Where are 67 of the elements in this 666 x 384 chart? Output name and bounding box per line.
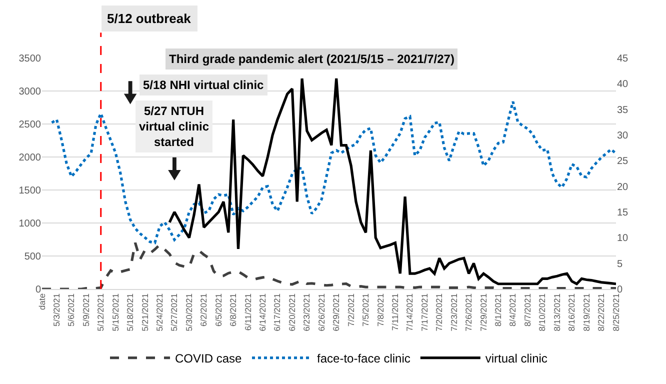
x-tick-label: 8/10/2021	[537, 293, 548, 332]
annotation: 5/27 NTUH virtual clinic started	[139, 104, 210, 150]
y-tick-label: 3500	[18, 54, 42, 64]
x-tick-label: 7/8/2021	[375, 293, 386, 326]
x-tick-label: 5/6/2021	[66, 293, 76, 326]
x-tick-label: 6/26/2021	[316, 293, 326, 332]
y2-tick-label: 15	[617, 208, 629, 218]
x-tick-label: 5/12/2021	[96, 293, 106, 332]
x-tick-label: 7/29/2021	[478, 293, 488, 332]
x-tick-label: 6/14/2021	[258, 293, 268, 332]
x-tick-label: 5/9/2021	[80, 293, 91, 326]
x-tick-label: 5/18/2021	[125, 293, 136, 332]
x-tick-label: 6/20/2021	[286, 293, 297, 332]
x-tick-label: 8/4/2021	[508, 293, 518, 326]
x-tick-label: 8/19/2021	[581, 293, 592, 332]
x-tick-label: 7/26/2021	[464, 293, 474, 332]
y2-tick-label: 45	[617, 54, 629, 64]
x-tick-label: 7/5/2021	[360, 293, 371, 326]
x-tick-label: 7/20/2021	[434, 293, 444, 332]
legend-label: virtual clinic	[485, 351, 548, 366]
y-tick-label: 1000	[18, 218, 42, 230]
x-tick-label: 5/21/2021	[140, 293, 150, 332]
y-tick-label: 500	[24, 252, 42, 262]
x-tick-label: 6/5/2021	[213, 293, 224, 326]
y-tick-label: 1500	[18, 186, 42, 196]
x-tick-label: 5/27/2021	[169, 293, 180, 332]
x-tick-label: 5/30/2021	[184, 293, 194, 332]
x-tick-label: 6/2/2021	[198, 293, 209, 326]
y2-tick-label: 20	[617, 182, 629, 193]
x-tick-label: date	[36, 293, 47, 310]
line-series	[50, 100, 616, 244]
x-tick-label: 6/17/2021	[272, 293, 282, 332]
y2-tick-label: 5	[617, 258, 623, 270]
x-tick-label: 6/11/2021	[242, 293, 253, 331]
legend-label: COVID case	[175, 351, 242, 366]
y2-tick-label: 0	[617, 284, 623, 296]
y-tick-label: 3000	[18, 86, 42, 98]
x-tick-label: 8/16/2021	[566, 293, 577, 332]
x-tick-label: 6/29/2021	[331, 293, 342, 332]
y2-tick-label: 25	[617, 156, 629, 168]
legend-label: face-to-face clinic	[317, 351, 410, 366]
x-tick-label: 6/8/2021	[228, 293, 238, 326]
x-tick-label: 7/23/2021	[448, 293, 459, 332]
x-tick-label: 8/13/2021	[552, 293, 562, 332]
x-tick-label: 7/11/2021	[390, 293, 400, 331]
ref-line-label: 5/12 outbreak	[107, 11, 192, 26]
annotation: Third grade pandemic alert (2021/5/15 – 2021/7/27)	[169, 52, 454, 66]
x-tick-label: 7/2/2021	[346, 293, 356, 326]
x-tick-label: 8/25/2021	[610, 293, 621, 332]
y-tick-label: 0	[35, 284, 42, 296]
x-tick-label: 5/24/2021	[154, 293, 165, 332]
x-tick-label: 5/3/2021	[51, 293, 62, 326]
y-tick-label: 2000	[18, 152, 42, 164]
x-tick-label: 7/14/2021	[404, 293, 415, 332]
y-tick-label: 2500	[18, 120, 42, 130]
x-tick-label: 8/1/2021	[493, 293, 504, 326]
x-tick-label: 5/15/2021	[110, 293, 120, 332]
x-tick-label: 7/17/2021	[419, 293, 430, 332]
y2-tick-label: 30	[617, 130, 629, 142]
x-tick-label: 8/7/2021	[522, 293, 532, 326]
line-series	[42, 242, 616, 289]
y2-tick-label: 40	[617, 79, 629, 90]
annotation: 5/18 NHI virtual clinic	[143, 78, 264, 92]
y2-tick-label: 10	[617, 233, 629, 244]
x-tick-label: 6/23/2021	[302, 293, 312, 332]
y2-tick-label: 35	[617, 104, 629, 116]
x-tick-label: 8/22/2021	[596, 293, 606, 332]
